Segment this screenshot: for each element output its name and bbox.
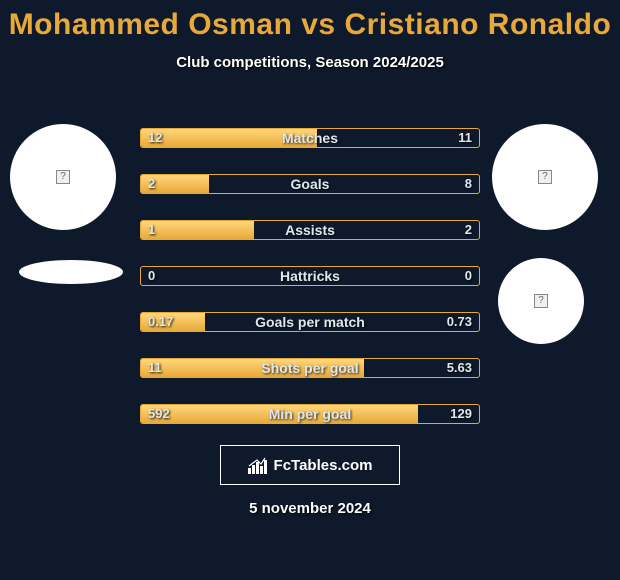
stat-row: 115.63Shots per goal <box>140 358 480 378</box>
bar-track <box>140 128 480 148</box>
bar-left-fill <box>141 359 364 377</box>
left-player-shadow <box>19 260 123 284</box>
bar-track <box>140 312 480 332</box>
right-player-avatar: ? <box>492 124 598 230</box>
bar-track <box>140 358 480 378</box>
bar-track <box>140 174 480 194</box>
stat-row: 0.170.73Goals per match <box>140 312 480 332</box>
image-placeholder-icon: ? <box>534 294 548 308</box>
bar-left-fill <box>141 175 209 193</box>
stat-row: 00Hattricks <box>140 266 480 286</box>
bar-left-fill <box>141 313 205 331</box>
footer-brand-text: FcTables.com <box>274 457 373 474</box>
right-player-logo: ? <box>498 258 584 344</box>
comparison-bars: 1211Matches 28Goals 12Assists 00Hattricks 0.… <box>140 128 480 450</box>
subtitle: Club competitions, Season 2024/2025 <box>0 54 620 71</box>
bar-left-fill <box>141 129 317 147</box>
footer-date: 5 november 2024 <box>0 500 620 517</box>
fctables-icon <box>248 456 268 474</box>
image-placeholder-icon: ? <box>56 170 70 184</box>
stat-row: 28Goals <box>140 174 480 194</box>
stat-row: 1211Matches <box>140 128 480 148</box>
bar-track <box>140 220 480 240</box>
stat-row: 12Assists <box>140 220 480 240</box>
page-title: Mohammed Osman vs Cristiano Ronaldo <box>0 0 620 42</box>
footer-brand-badge: FcTables.com <box>220 445 400 485</box>
stat-row: 592129Min per goal <box>140 404 480 424</box>
left-player-avatar: ? <box>10 124 116 230</box>
bar-track <box>140 266 480 286</box>
bar-left-fill <box>141 221 254 239</box>
bar-left-fill <box>141 405 418 423</box>
image-placeholder-icon: ? <box>538 170 552 184</box>
bar-track <box>140 404 480 424</box>
